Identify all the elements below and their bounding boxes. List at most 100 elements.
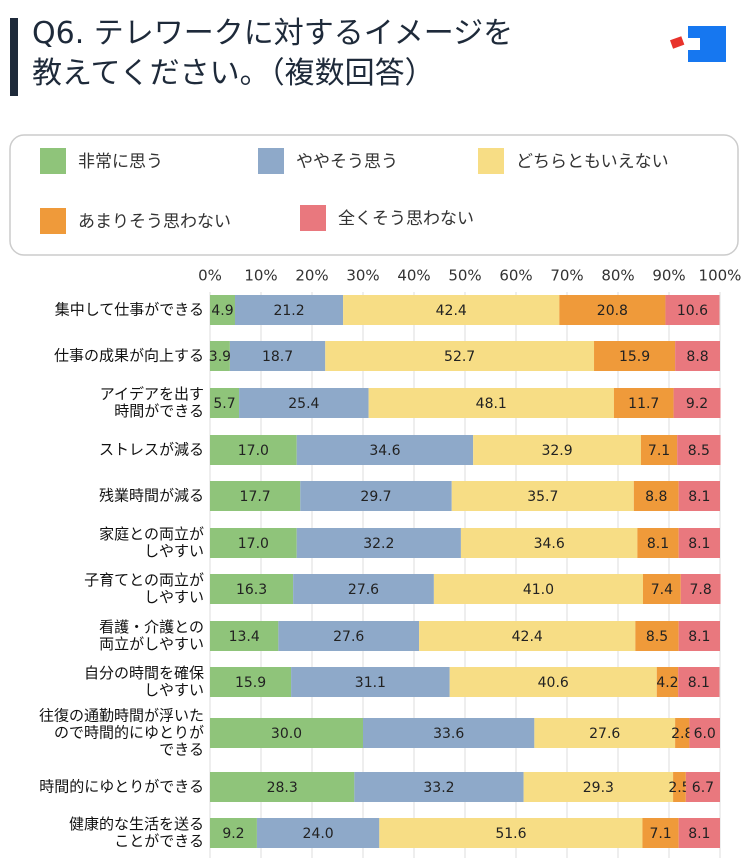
- y-tick-label: 往復の通勤時間が浮いた ので時間的にゆとりが できる: [38, 706, 204, 759]
- title-bar: [10, 18, 18, 96]
- bar-segment: [640, 435, 678, 465]
- value-label: 34.6: [369, 443, 400, 459]
- value-label: 32.9: [541, 443, 572, 459]
- bar-segment: [642, 818, 679, 848]
- value-label: 27.6: [348, 582, 379, 598]
- bar-segment: [678, 528, 720, 558]
- bar-segment: [256, 818, 380, 848]
- legend-box: [9, 134, 739, 256]
- value-label: 29.7: [360, 489, 391, 505]
- bar-segment: [210, 341, 230, 371]
- bar-segment: [433, 574, 643, 604]
- x-tick-label: 80%: [601, 267, 634, 285]
- y-tick-label: ストレスが減る: [98, 440, 204, 459]
- y-tick-label: 仕事の成果が向上する: [53, 346, 204, 365]
- logo-blue: [688, 26, 726, 62]
- value-label: 18.7: [262, 349, 293, 365]
- value-label: 31.1: [355, 675, 386, 691]
- bar-segment: [451, 481, 634, 511]
- value-label: 6.7: [692, 780, 714, 796]
- x-tick-label: 10%: [244, 267, 277, 285]
- bar-segment: [296, 528, 461, 558]
- x-tick-label: 100%: [699, 267, 742, 285]
- value-label: 17.0: [238, 443, 269, 459]
- y-tick-label: 集中して仕事ができる: [54, 300, 204, 319]
- legend-swatch: [300, 205, 326, 231]
- value-label: 52.7: [444, 349, 475, 365]
- bar-segment: [460, 528, 638, 558]
- bar-segment: [675, 718, 690, 748]
- bar-segment: [229, 341, 326, 371]
- legend-swatch: [40, 148, 66, 174]
- chart-title: Q6. テレワークに対するイメージを 教えてください。（複数回答）: [32, 16, 514, 91]
- x-tick-label: 60%: [499, 267, 532, 285]
- value-label: 33.2: [423, 780, 454, 796]
- value-label: 28.3: [267, 780, 298, 796]
- bar-segment: [278, 621, 420, 651]
- bar-segment: [473, 435, 641, 465]
- x-tick-label: 70%: [550, 267, 583, 285]
- value-label: 48.1: [476, 396, 507, 412]
- value-label: 4.2: [656, 675, 678, 691]
- y-tick-label: 自分の時間を確保 しやすい: [83, 664, 204, 699]
- value-label: 27.6: [333, 629, 364, 645]
- bar-segment: [665, 295, 720, 325]
- bar-segment: [559, 295, 666, 325]
- bar-segment: [234, 295, 344, 325]
- bar-segment: [689, 718, 720, 748]
- value-label: 7.1: [649, 826, 671, 842]
- value-label: 16.3: [236, 582, 267, 598]
- bar-segment: [635, 621, 679, 651]
- bar-segment: [210, 718, 363, 748]
- x-tick-label: 40%: [397, 267, 430, 285]
- value-label: 35.7: [527, 489, 558, 505]
- y-tick-label: 看護・介護との 両立がしやすい: [99, 618, 204, 653]
- value-label: 8.1: [647, 536, 669, 552]
- bar-segment: [210, 295, 235, 325]
- value-label: 20.8: [597, 303, 628, 319]
- bar-segment: [685, 772, 720, 802]
- legend-swatch: [40, 208, 66, 234]
- value-label: 7.4: [651, 582, 673, 598]
- bar-segment: [363, 718, 535, 748]
- y-tick-label: 残業時間が減る: [98, 486, 204, 505]
- bar-segment: [210, 818, 257, 848]
- bar-segment: [210, 481, 301, 511]
- value-label: 51.6: [495, 826, 526, 842]
- value-label: 8.5: [688, 443, 710, 459]
- bar-segment: [523, 772, 674, 802]
- value-label: 24.0: [303, 826, 334, 842]
- y-tick-label: アイデアを出す 時間ができる: [99, 385, 204, 420]
- value-label: 9.2: [686, 396, 708, 412]
- legend-swatch: [258, 148, 284, 174]
- x-tick-label: 50%: [448, 267, 481, 285]
- value-label: 21.2: [273, 303, 304, 319]
- legend-label: あまりそう思わない: [78, 212, 231, 232]
- value-label: 42.4: [436, 303, 467, 319]
- bar-segment: [354, 772, 524, 802]
- value-label: 4.9: [211, 303, 233, 319]
- value-label: 40.6: [538, 675, 569, 691]
- value-label: 32.2: [363, 536, 394, 552]
- value-label: 8.8: [686, 349, 708, 365]
- value-label: 2.8: [671, 726, 693, 742]
- value-label: 41.0: [523, 582, 554, 598]
- bar-segment: [678, 481, 720, 511]
- y-tick-label: 健康的な生活を送る ことができる: [68, 815, 204, 850]
- value-label: 8.1: [688, 489, 710, 505]
- value-label: 34.6: [534, 536, 565, 552]
- value-label: 3.9: [209, 349, 231, 365]
- value-label: 8.1: [688, 675, 710, 691]
- legend-label: ややそう思う: [296, 152, 398, 172]
- bar-segment: [675, 341, 720, 371]
- legend-label: どちらともいえない: [516, 152, 669, 172]
- bar-segment: [673, 388, 721, 418]
- bar-segment: [343, 295, 560, 325]
- x-tick-label: 0%: [198, 267, 222, 285]
- bar-segment: [678, 667, 720, 697]
- logo-red: [669, 36, 685, 49]
- legend-label: 非常に思う: [78, 152, 163, 172]
- value-label: 15.9: [619, 349, 650, 365]
- value-label: 29.3: [583, 780, 614, 796]
